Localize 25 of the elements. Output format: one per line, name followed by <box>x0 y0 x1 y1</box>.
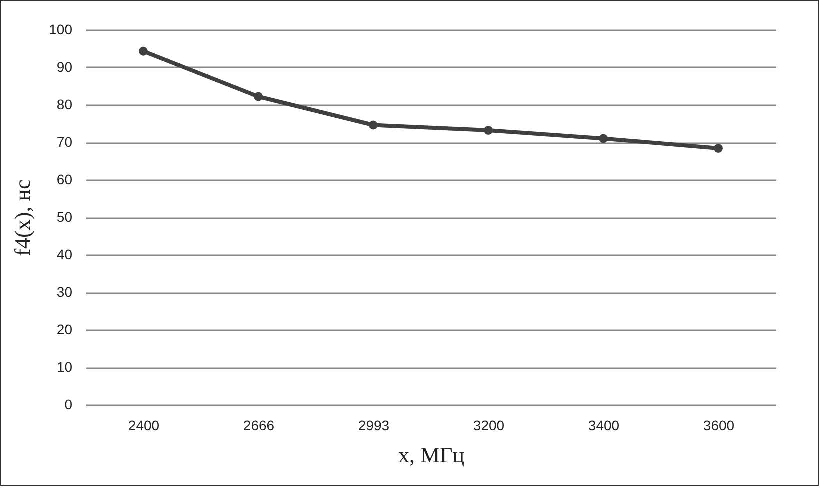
y-tick-label: 20 <box>56 322 73 338</box>
y-tick-label: 80 <box>56 96 73 112</box>
y-tick-label: 0 <box>64 396 73 412</box>
y-tick-label: 60 <box>56 172 73 188</box>
point <box>369 120 378 130</box>
x-tick-label: 2993 <box>358 418 390 434</box>
point <box>254 92 263 102</box>
point <box>599 134 608 144</box>
x-tick-label: 2666 <box>243 418 275 434</box>
y-tick-label: 100 <box>49 22 73 38</box>
y-tick-label: 40 <box>56 246 73 262</box>
x-tick-label: 2400 <box>128 418 160 434</box>
x-tick-label: 3400 <box>588 418 620 434</box>
x-tick-label: 3200 <box>473 418 505 434</box>
y-tick-label: 90 <box>56 59 73 75</box>
y-axis-title: f4(x), нс <box>10 180 36 256</box>
y-tick-label: 10 <box>56 359 73 375</box>
point <box>484 126 493 135</box>
y-tick-label: 50 <box>56 209 73 225</box>
y-tick-label: 70 <box>56 134 73 150</box>
x-tick-label: 3600 <box>703 418 735 434</box>
point <box>714 144 723 153</box>
x-axis-title: x, МГц <box>398 442 465 468</box>
y-tick-label: 30 <box>56 284 73 300</box>
point <box>139 46 148 56</box>
